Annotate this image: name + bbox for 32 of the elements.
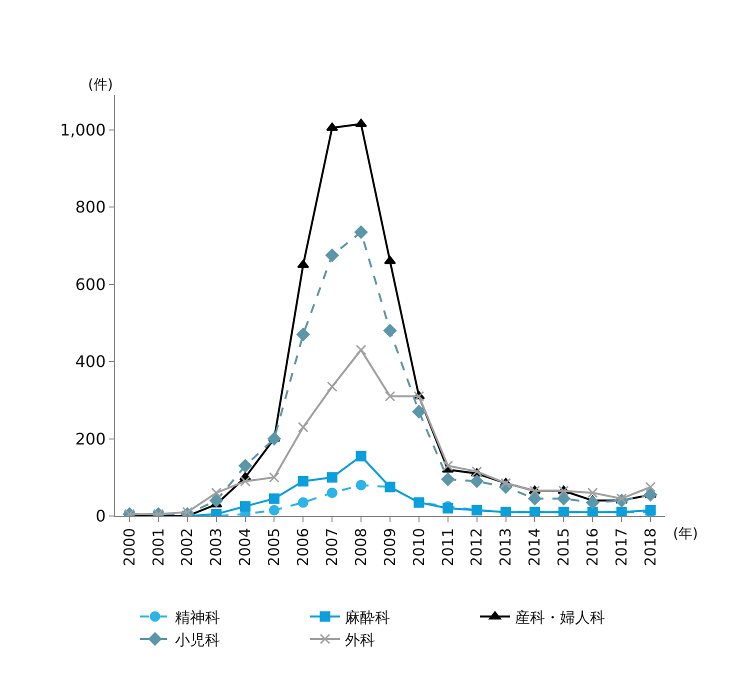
x-tick-label: 2000 (120, 528, 138, 566)
y-tick-label: 400 (75, 352, 106, 372)
x-tick-label: 2008 (352, 528, 370, 566)
legend-label: 産科・婦人科 (515, 608, 605, 626)
x-tick-label: 2002 (178, 528, 196, 566)
legend-label: 麻酔科 (345, 608, 390, 626)
x-tick-label: 2017 (612, 528, 630, 566)
y-axis-title: (件) (88, 77, 113, 93)
x-tick-label: 2018 (641, 528, 660, 566)
x-tick-label: 2001 (149, 528, 168, 566)
x-tick-label: 2006 (294, 528, 312, 566)
x-tick-label: 2010 (410, 528, 428, 566)
legend-label: 外科 (345, 630, 375, 649)
x-tick-label: 2016 (584, 528, 602, 566)
x-axis-title: (年) (673, 526, 698, 542)
x-tick-label: 2009 (380, 528, 399, 566)
x-tick-label: 2015 (554, 528, 573, 566)
y-tick-label: 800 (75, 198, 106, 217)
y-tick-label: 0 (96, 506, 106, 526)
x-tick-label: 2014 (526, 528, 544, 566)
y-tick-label: 600 (75, 274, 106, 294)
x-tick-label: 2011 (438, 528, 457, 566)
x-tick-label: 2003 (207, 528, 226, 566)
legend-label: 小児科 (175, 630, 220, 649)
x-tick-label: 2007 (322, 528, 341, 566)
x-tick-label: 2005 (265, 528, 284, 566)
legend-label: 精神科 (175, 608, 220, 626)
y-tick-label: 200 (75, 429, 106, 448)
x-tick-label: 2012 (468, 528, 486, 566)
x-tick-label: 2004 (236, 528, 254, 566)
y-tick-label: 1,000 (60, 120, 106, 140)
x-tick-label: 2013 (496, 528, 515, 566)
